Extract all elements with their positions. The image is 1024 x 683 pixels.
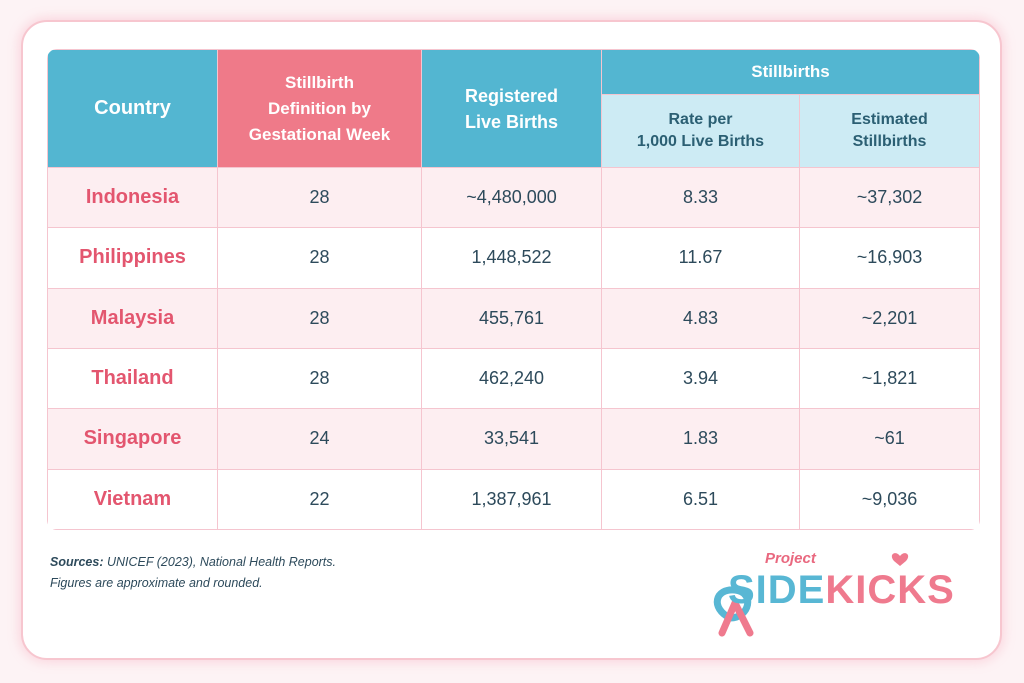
cell-country: Singapore bbox=[47, 408, 218, 470]
cell-week: 22 bbox=[217, 468, 422, 530]
cell-estimated: ~16,903 bbox=[799, 227, 980, 289]
cell-week: 28 bbox=[217, 287, 422, 349]
cell-rate: 8.33 bbox=[601, 166, 800, 229]
logo-wordmark: SIDEKICKS bbox=[728, 568, 955, 612]
cell-rate: 11.67 bbox=[601, 227, 800, 289]
sources-note: Sources: UNICEF (2023), National Health … bbox=[50, 552, 336, 594]
cell-estimated: ~37,302 bbox=[799, 166, 980, 229]
cell-live-births: 1,387,961 bbox=[421, 468, 602, 530]
cell-rate: 6.51 bbox=[601, 468, 800, 530]
cell-live-births: 33,541 bbox=[421, 408, 602, 470]
ribbon-icon bbox=[714, 553, 909, 637]
sources-text: UNICEF (2023), National Health Reports. bbox=[103, 555, 337, 569]
cell-rate: 1.83 bbox=[601, 408, 800, 470]
cell-live-births: 462,240 bbox=[421, 347, 602, 410]
cell-week: 28 bbox=[217, 227, 422, 289]
cell-estimated: ~61 bbox=[799, 408, 980, 470]
table-card: Country Stillbirth Definition by Gestati… bbox=[21, 20, 1002, 660]
cell-country: Philippines bbox=[47, 227, 218, 289]
cell-country: Vietnam bbox=[47, 468, 218, 530]
table-row: Malaysia 28 455,761 4.83 ~2,201 bbox=[47, 287, 980, 349]
cell-country: Thailand bbox=[47, 347, 218, 410]
header-country: Country bbox=[47, 49, 218, 168]
cell-live-births: ~4,480,000 bbox=[421, 166, 602, 229]
table-row: Indonesia 28 ~4,480,000 8.33 ~37,302 bbox=[47, 166, 980, 229]
header-live-births: Registered Live Births bbox=[421, 49, 602, 168]
rounding-note: Figures are approximate and rounded. bbox=[50, 576, 263, 590]
cell-rate: 3.94 bbox=[601, 347, 800, 410]
table-row: Singapore 24 33,541 1.83 ~61 bbox=[47, 408, 980, 470]
cell-live-births: 1,448,522 bbox=[421, 227, 602, 289]
table-row: Vietnam 22 1,387,961 6.51 ~9,036 bbox=[47, 468, 980, 530]
sources-label: Sources: bbox=[50, 555, 104, 569]
header-definition: Stillbirth Definition by Gestational Wee… bbox=[217, 49, 422, 168]
cell-live-births: 455,761 bbox=[421, 287, 602, 349]
cell-rate: 4.83 bbox=[601, 287, 800, 349]
header-rate: Rate per 1,000 Live Births bbox=[601, 94, 800, 168]
cell-estimated: ~2,201 bbox=[799, 287, 980, 349]
project-sidekicks-logo: Project SIDEKICKS bbox=[700, 548, 985, 643]
table-row: Philippines 28 1,448,522 11.67 ~16,903 bbox=[47, 227, 980, 289]
cell-estimated: ~9,036 bbox=[799, 468, 980, 530]
cell-week: 24 bbox=[217, 408, 422, 470]
cell-country: Indonesia bbox=[47, 166, 218, 229]
header-stillbirths-group: Stillbirths bbox=[601, 49, 980, 95]
logo-project-text: Project bbox=[765, 550, 816, 567]
header-estimated: Estimated Stillbirths bbox=[799, 94, 980, 168]
cell-country: Malaysia bbox=[47, 287, 218, 349]
cell-week: 28 bbox=[217, 166, 422, 229]
cell-estimated: ~1,821 bbox=[799, 347, 980, 410]
cell-week: 28 bbox=[217, 347, 422, 410]
stillbirth-table: Country Stillbirth Definition by Gestati… bbox=[47, 49, 980, 530]
table-row: Thailand 28 462,240 3.94 ~1,821 bbox=[47, 347, 980, 410]
